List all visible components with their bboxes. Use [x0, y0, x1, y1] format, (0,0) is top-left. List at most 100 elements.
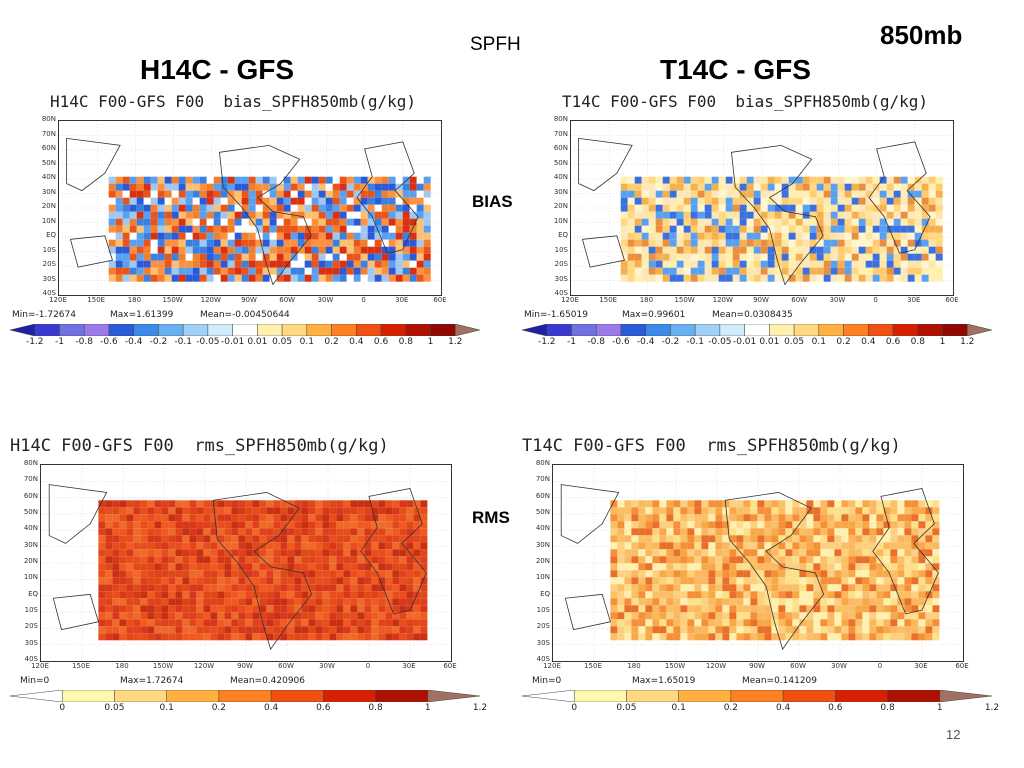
colorbar-tick-label: 1: [936, 703, 943, 713]
colorbar-swatch: [939, 690, 993, 702]
latitude-tick-label: 10N: [553, 216, 568, 225]
map-field-svg: [553, 465, 963, 661]
colorbar-tick-label: 0.2: [324, 337, 339, 347]
latitude-tick-label: 70N: [553, 129, 568, 138]
panel-title: T14C F00-GFS F00 rms_SPFH850mb(g/kg): [522, 436, 901, 456]
panel-title: H14C F00-GFS F00 rms_SPFH850mb(g/kg): [10, 436, 389, 456]
continent-outline: [66, 137, 419, 286]
latitude-tick-label: 80N: [41, 115, 56, 123]
colorbar-swatch: [306, 324, 332, 336]
colorbar-tick-label: -0.1: [686, 337, 704, 347]
colorbar-swatch: [744, 324, 770, 336]
field-mosaic: [620, 176, 943, 282]
colorbar-swatch: [843, 324, 869, 336]
latitude-tick-label: 10S: [554, 245, 568, 254]
latitude-tick-label: EQ: [46, 231, 56, 239]
colorbar-tick-label: 0: [571, 703, 578, 713]
panel-title: T14C F00-GFS F00 bias_SPFH850mb(g/kg): [562, 92, 929, 111]
colorbar-swatch: [522, 324, 547, 336]
map-plot-area: [40, 464, 452, 662]
latitude-tick-label: 40S: [554, 289, 568, 297]
latitude-tick-label: 60N: [553, 144, 568, 152]
colorbar-tick-label: -1: [54, 337, 64, 347]
colorbar-tick-label: -0.2: [149, 337, 168, 347]
colorbar-swatch: [522, 690, 575, 702]
colorbar-tick-label: -0.05: [708, 337, 732, 347]
longitude-tick-label: 30E: [395, 296, 409, 304]
latitude-tick-label: 50N: [535, 508, 550, 516]
map-field-svg: [59, 121, 441, 295]
longitude-tick-label: 150W: [162, 296, 183, 304]
slide-title: SPFH: [470, 34, 521, 55]
colorbar-swatch: [331, 324, 357, 336]
latitude-tick-label: EQ: [28, 589, 38, 598]
colorbar-swatch: [678, 690, 732, 702]
latitude-tick-label: 20S: [536, 622, 550, 631]
colorbar-tick-label: 0.4: [263, 703, 279, 713]
longitude-tick-label: 0: [361, 296, 366, 304]
longitude-tick-label: 150W: [664, 662, 686, 670]
longitude-tick-label: 150W: [152, 662, 174, 670]
longitude-tick-label: 90W: [753, 296, 769, 304]
map-field-svg: [571, 121, 953, 295]
colorbar: [522, 690, 1012, 702]
longitude-tick-label: 120E: [543, 662, 561, 670]
latitude-tick-label: 10N: [23, 573, 38, 582]
map-plot-area: [570, 120, 954, 296]
continent-outline: [560, 484, 939, 651]
colorbar-swatch: [868, 324, 894, 336]
latitude-tick-label: 10N: [535, 573, 550, 582]
longitude-tick-label: 30E: [402, 662, 416, 670]
colorbar-tick-label: 0.2: [211, 703, 227, 713]
right-column-heading: T14C - GFS: [660, 54, 811, 85]
latitude-tick-label: 20S: [554, 260, 568, 268]
longitude-tick-label: 120E: [31, 662, 49, 670]
longitude-tick-label: 60W: [278, 662, 294, 670]
longitude-tick-label: 60W: [790, 662, 806, 670]
colorbar-tick-label: 1: [427, 337, 434, 347]
latitude-tick-label: 20S: [42, 260, 56, 268]
colorbar-swatch: [218, 690, 272, 702]
colorbar-swatch: [892, 324, 919, 336]
colorbar-swatch: [380, 324, 407, 336]
colorbar-tick-label: 0.8: [368, 703, 383, 713]
colorbar-swatch: [207, 324, 233, 336]
longitude-tick-label: 30W: [319, 662, 335, 670]
latitude-tick-label: 20N: [41, 202, 56, 210]
colorbar-swatch: [10, 690, 63, 702]
colorbar-tick-label: 0.2: [723, 703, 739, 713]
field-mosaic: [108, 176, 431, 282]
colorbar-swatch: [114, 690, 167, 702]
longitude-tick-label: 30W: [831, 662, 847, 670]
field-mosaic: [610, 500, 940, 641]
colorbar-tick-label: 0.6: [885, 337, 901, 347]
longitude-tick-label: 90W: [241, 296, 257, 304]
colorbar-tick-label: 0.05: [784, 337, 805, 347]
colorbar-tick-label: 0.6: [316, 703, 331, 713]
latitude-tick-label: 50N: [41, 158, 56, 167]
colorbar-swatch: [323, 690, 376, 702]
longitude-tick-label: 30W: [829, 296, 846, 304]
latitude-tick-label: 10S: [42, 245, 56, 254]
longitude-tick-label: 60W: [279, 296, 296, 304]
min-value: Min=-1.65019: [524, 310, 588, 320]
latitude-tick-label: 60N: [41, 144, 56, 152]
colorbar-swatch: [455, 324, 481, 336]
colorbar-swatch: [356, 324, 382, 336]
colorbar-tick-label: -0.05: [196, 337, 220, 347]
colorbar-tick-label: -0.2: [661, 337, 680, 347]
latitude-tick-label: EQ: [540, 589, 550, 598]
panel-title: H14C F00-GFS F00 bias_SPFH850mb(g/kg): [50, 92, 417, 111]
longitude-tick-label: 90W: [749, 662, 765, 670]
colorbar-swatch: [281, 324, 308, 336]
longitude-tick-label: 60W: [791, 296, 808, 304]
longitude-tick-label: 60E: [945, 296, 959, 304]
mean-value: Mean=0.141209: [742, 676, 818, 686]
min-value: Min=-1.72674: [12, 310, 76, 320]
continent-outline: [578, 137, 931, 286]
longitude-tick-label: 150E: [599, 296, 618, 304]
colorbar-swatch: [782, 690, 836, 702]
colorbar-swatch: [645, 324, 671, 336]
latitude-tick-label: 10N: [41, 216, 56, 225]
colorbar-swatch: [573, 690, 627, 702]
